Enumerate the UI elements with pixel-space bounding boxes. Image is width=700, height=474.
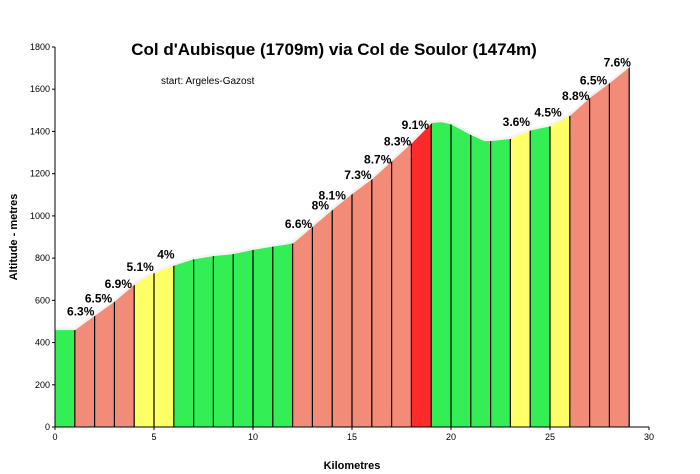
profile-outline [55,65,630,331]
grade-segment-km-6 [173,258,194,427]
grade-segment-km-11 [272,242,293,427]
grade-label: 5.1% [126,260,154,274]
x-tick-label: 25 [545,432,555,442]
grade-segment-km-26 [569,96,590,428]
grade-segment-km-22 [490,137,511,427]
grade-segment-km-23 [510,129,531,427]
grade-label: 6.5% [85,292,113,306]
grade-segment-km-12 [292,225,313,427]
x-ticks: 0 5 10 15 20 25 30 [52,427,654,442]
grade-label: 6.6% [285,217,313,231]
x-tick-label: 0 [52,432,57,442]
x-tick-label: 5 [151,432,156,442]
grade-segment-km-25 [550,114,570,427]
grade-label: 9.1% [402,118,430,132]
grade-segment-km-28 [609,66,630,427]
grade-segment-km-16 [371,159,392,427]
grade-segment-km-15 [352,177,372,427]
grade-segment-km-24 [530,125,550,428]
grade-segment-km-4 [134,271,154,427]
grade-segment-km-17 [391,142,412,427]
km-dividers [74,66,630,427]
y-tick-label: 1800 [30,42,50,52]
grade-label: 8.1% [319,189,347,203]
grade-segments [55,66,630,428]
grade-label: 6.5% [580,74,608,88]
grade-segment-km-3 [114,283,135,427]
grade-segment-km-5 [154,264,174,427]
grade-segment-km-20 [451,123,471,427]
y-tick-label: 800 [35,253,50,263]
grade-label: 8.8% [562,89,590,103]
grade-label: 7.3% [344,168,372,182]
grade-segment-km-10 [253,245,273,427]
y-tick-label: 200 [35,380,50,390]
y-tick-label: 600 [35,295,50,305]
grade-label: 6.3% [67,305,95,319]
grade-segment-km-7 [193,254,214,427]
grade-segment-km-1 [74,314,95,427]
grade-segment-km-8 [213,252,234,427]
x-tick-label: 30 [644,432,654,442]
grade-label: 8.7% [364,153,392,167]
grade-segment-km-27 [589,81,610,427]
grade-label: 8% [312,199,330,213]
y-ticks: 0 200 400 600 800 1000 1200 1400 1600 1800 [30,42,55,432]
grade-labels: 6.3%6.5%6.9%5.1%4%6.6%8%8.1%7.3%8.7%8.3%… [67,56,631,319]
grade-label: 4.5% [534,106,562,120]
grade-label: 7.6% [604,56,632,70]
grade-segment-km-2 [94,300,115,427]
grade-label: 8.3% [384,135,412,149]
y-tick-label: 1400 [30,126,50,136]
profile-line [55,65,630,331]
grade-segment-km-9 [233,248,253,427]
x-tick-label: 10 [248,432,258,442]
grade-segment-km-19 [431,120,451,427]
x-tick-label: 20 [446,432,456,442]
y-axis-label: Altitude - metres [8,194,20,281]
grade-segment-km-18 [411,121,432,427]
y-tick-label: 1200 [30,169,50,179]
grade-segment-km-14 [332,192,352,427]
grade-segment-km-0 [55,328,75,427]
grade-segment-km-13 [312,208,333,427]
y-tick-label: 1600 [30,84,50,94]
y-tick-label: 1000 [30,211,50,221]
grade-label: 4% [157,247,175,261]
grade-segment-km-21 [470,133,491,427]
grade-label: 3.6% [503,115,531,129]
chart-title: Col d'Aubisque (1709m) via Col de Soulor… [131,40,537,59]
chart-subtitle: start: Argeles-Gazost [161,76,255,87]
y-tick-label: 0 [45,422,50,432]
x-axis-label: Kilometres [324,460,381,472]
y-tick-label: 400 [35,338,50,348]
x-tick-label: 15 [347,432,357,442]
grade-label: 6.9% [105,277,133,291]
